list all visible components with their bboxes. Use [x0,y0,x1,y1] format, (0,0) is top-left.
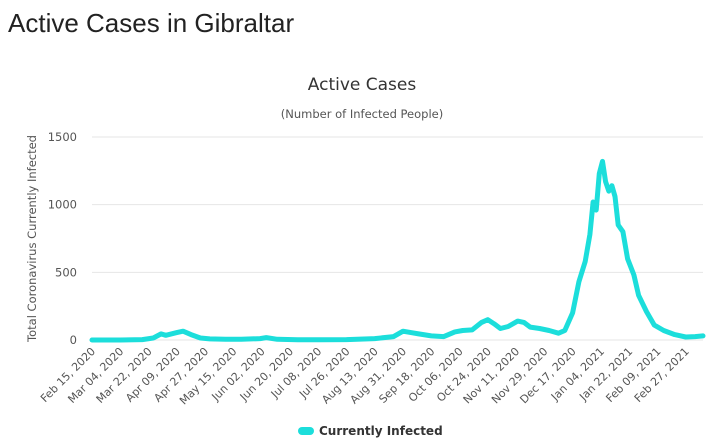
data-point[interactable] [591,200,595,204]
data-point[interactable] [516,319,520,323]
data-point[interactable] [453,330,457,334]
data-point[interactable] [626,257,630,261]
data-point[interactable] [597,171,601,176]
y-tick-label: 500 [55,265,77,279]
series-line [89,158,706,343]
active-cases-chart: Active Cases (Number of Infected People)… [25,75,706,438]
data-point[interactable] [175,331,179,335]
data-point[interactable] [373,337,377,341]
data-point[interactable] [498,326,502,331]
data-point[interactable] [442,335,446,339]
grid-lines [92,136,703,341]
legend-marker [298,427,314,435]
data-point[interactable] [492,322,496,326]
legend-label: Currently Infected [319,424,443,438]
data-point[interactable] [479,320,484,324]
data-point[interactable] [571,311,575,315]
data-point[interactable] [409,331,413,335]
data-point[interactable] [607,189,611,193]
data-point[interactable] [528,325,532,329]
data-point[interactable] [610,184,614,188]
data-point[interactable] [429,334,433,338]
y-axis-label: Total Coronavirus Currently Infected [25,135,39,343]
legend[interactable]: Currently Infected [298,424,443,438]
data-point[interactable] [90,338,94,342]
data-point[interactable] [701,334,705,338]
y-tick-label: 1500 [48,130,77,144]
data-point[interactable] [296,338,300,342]
y-tick-label: 0 [70,333,77,347]
data-point[interactable] [613,194,617,199]
data-point[interactable] [547,328,551,333]
data-point[interactable] [522,320,526,324]
data-point[interactable] [486,318,490,322]
data-point[interactable] [140,338,144,342]
data-point[interactable] [652,323,656,327]
data-point[interactable] [198,336,202,340]
data-point[interactable] [319,338,323,342]
page-heading: Active Cases in Gibraltar [8,8,295,38]
data-point[interactable] [594,208,598,212]
data-point[interactable] [208,337,212,341]
chart-subtitle: (Number of Infected People) [281,107,443,121]
data-point[interactable] [151,336,155,340]
data-point[interactable] [563,328,567,333]
data-point[interactable] [693,335,697,339]
chart-title: Active Cases [308,75,417,95]
data-point[interactable] [600,159,605,163]
series-layer [89,158,706,343]
data-point[interactable] [637,293,641,297]
data-point[interactable] [159,332,163,336]
data-point[interactable] [556,331,561,335]
data-point[interactable] [164,333,168,337]
data-point[interactable] [264,336,268,340]
data-point[interactable] [461,328,465,333]
data-point[interactable] [181,329,185,333]
data-point[interactable] [401,329,405,333]
data-point[interactable] [258,337,262,341]
data-point[interactable] [644,310,649,314]
data-point[interactable] [118,338,122,342]
data-point[interactable] [392,335,396,339]
chart-container: Active Cases (Number of Infected People)… [0,60,710,443]
data-point[interactable] [583,259,587,264]
data-point[interactable] [538,326,542,331]
data-point[interactable] [632,273,636,277]
data-point[interactable] [275,337,279,341]
data-point[interactable] [662,328,666,333]
data-point[interactable] [189,333,193,337]
data-point[interactable] [239,337,243,341]
data-point[interactable] [470,328,474,332]
y-tick-label: 1000 [48,198,77,212]
data-point[interactable] [506,324,510,329]
data-point[interactable] [344,338,349,342]
data-point[interactable] [684,335,688,339]
data-point[interactable] [223,337,228,341]
data-point[interactable] [577,280,581,284]
data-point[interactable] [616,223,620,227]
data-point[interactable] [417,332,421,336]
data-point[interactable] [588,232,592,236]
data-point[interactable] [621,230,625,234]
data-point[interactable] [604,180,608,184]
y-tick-labels: 0 500 1000 1500 [48,130,77,347]
data-point[interactable] [673,333,677,337]
